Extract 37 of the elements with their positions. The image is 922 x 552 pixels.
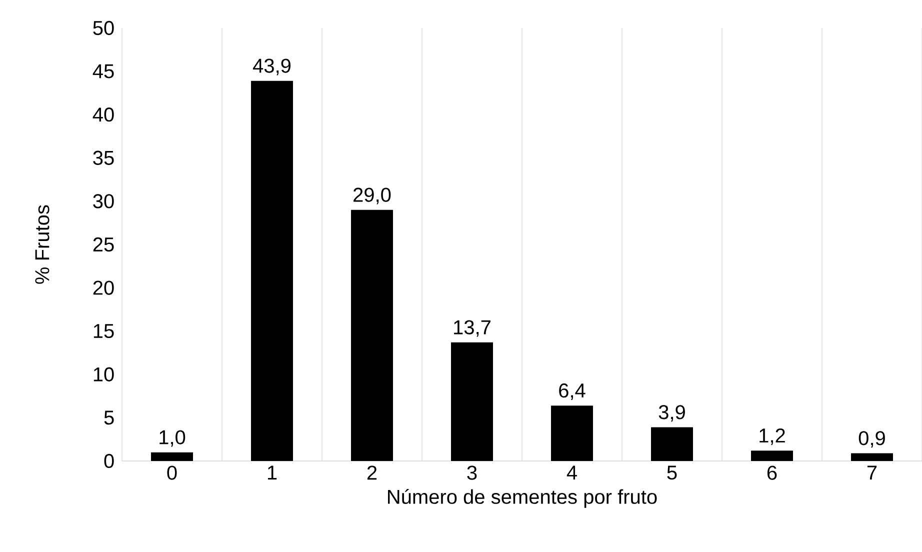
data-label: 3,9 [658,405,685,422]
data-label: 1,0 [160,430,186,447]
bar [351,210,394,461]
data-label: 29,0 [354,188,391,204]
bar [151,452,194,461]
bar [751,450,793,461]
x-tick-label: 5 [667,466,677,480]
y-tick-label: 15 [94,324,114,338]
bar [451,342,493,461]
data-label: 0,9 [858,431,885,448]
bar [251,80,293,461]
data-label: 6,4 [559,383,586,400]
x-tick-label: 0 [167,466,177,480]
x-tick-label: 2 [367,466,377,480]
y-tick-label: 40 [92,108,114,122]
x-tick-label: 6 [767,466,777,480]
y-tick-label: 35 [93,150,114,165]
x-tick-label: 1 [268,466,277,480]
x-axis-title: Número de sementes por fruto [388,489,657,508]
y-axis-title: % Frutos [35,205,50,284]
bar [551,406,593,461]
y-tick-label: 10 [94,367,114,382]
y-tick-label: 30 [93,194,114,208]
y-tick-label: 50 [93,20,114,36]
y-tick-label: 5 [104,410,114,425]
y-tick-label: 0 [104,454,114,468]
bar [651,427,693,461]
y-tick-label: 45 [92,64,114,78]
data-label: 43,9 [253,58,290,76]
y-tick-label: 25 [93,237,114,252]
bar [850,453,893,461]
data-label: 13,7 [454,320,490,337]
x-tick-label: 3 [467,466,477,480]
x-tick-label: 7 [867,466,877,480]
x-tick-label: 4 [566,466,577,480]
y-tick-label: 20 [93,280,114,295]
data-label: 1,2 [760,428,785,445]
